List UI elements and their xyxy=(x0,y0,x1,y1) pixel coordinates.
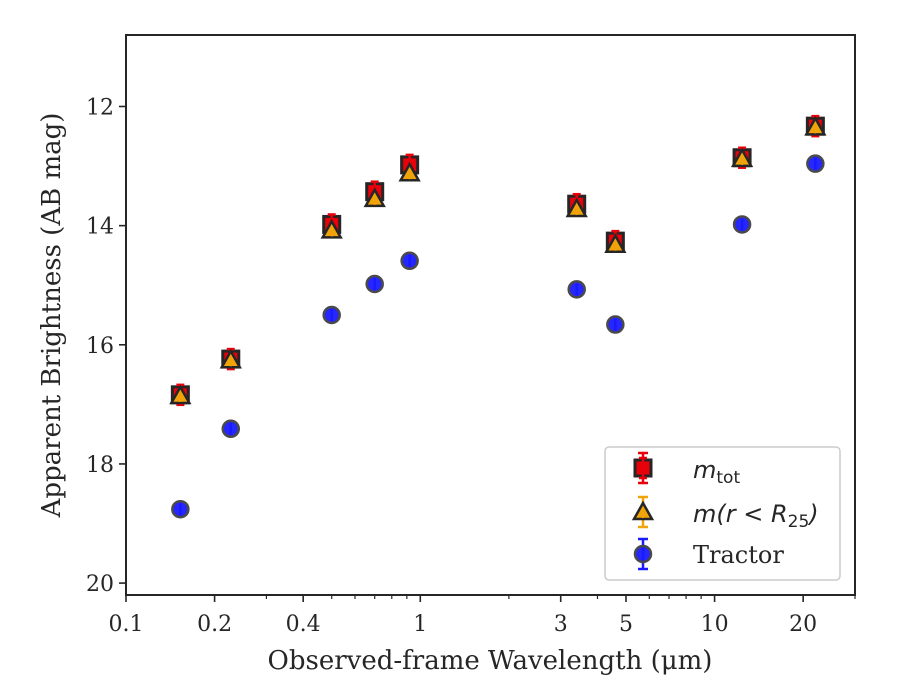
legend-markers xyxy=(631,451,655,571)
y-axis-label: Apparent Brightness (AB mag) xyxy=(37,113,67,519)
x-axis: 0.1 0.2 0.4 1 3 5 10 20 xyxy=(109,595,856,637)
y-tick-label: 14 xyxy=(86,215,114,240)
legend-box xyxy=(604,446,841,581)
x-tick-label: 3 xyxy=(554,612,568,637)
y-axis: 12 14 16 18 20 xyxy=(86,95,126,597)
x-tick-label: 0.2 xyxy=(197,612,232,637)
y-tick-label: 18 xyxy=(86,453,114,478)
legend-mr25-main: m(r < R xyxy=(693,500,788,528)
x-tick-label: 5 xyxy=(619,612,633,637)
x-tick-label: 20 xyxy=(789,612,817,637)
legend-mtot-sub: tot xyxy=(716,468,740,488)
series-circle xyxy=(171,154,825,519)
x-tick-label: 0.4 xyxy=(286,612,321,637)
x-tick-label: 10 xyxy=(701,612,729,637)
legend: mtot m(r < R25) Tractor xyxy=(604,446,841,581)
x-axis-label: Observed-frame Wavelength (μm) xyxy=(268,646,713,676)
legend-mr25-sub: 25 xyxy=(788,512,810,532)
legend-mtot-main: m xyxy=(693,456,716,484)
x-tick-label: 0.1 xyxy=(109,612,144,637)
legend-mr25-tail: ) xyxy=(807,500,818,528)
y-tick-label: 16 xyxy=(86,334,114,359)
series-triangle xyxy=(169,115,827,405)
legend-mtot: mtot xyxy=(693,456,740,488)
legend-mr25: m(r < R25) xyxy=(693,500,819,532)
x-tick-label: 1 xyxy=(413,612,427,637)
y-tick-label: 12 xyxy=(86,95,114,120)
y-tick-label: 20 xyxy=(86,572,114,597)
data-marks xyxy=(169,114,827,519)
legend-tractor: Tractor xyxy=(693,541,784,569)
